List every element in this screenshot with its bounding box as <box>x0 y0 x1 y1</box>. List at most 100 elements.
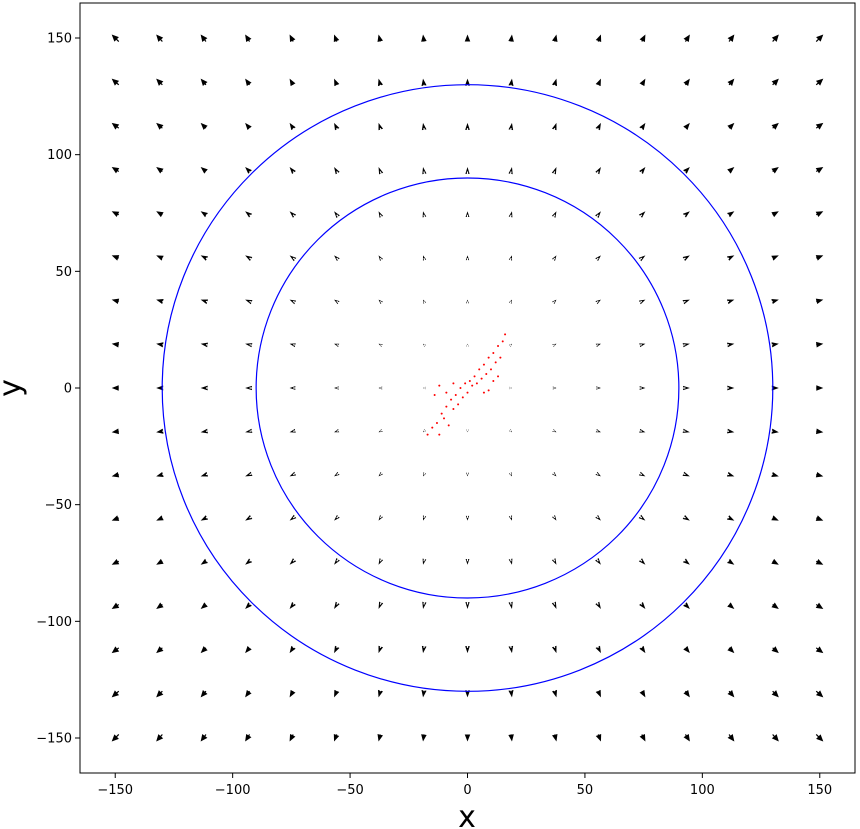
scatter-point <box>457 403 460 406</box>
quiver-arrow <box>156 602 164 609</box>
quiver-arrow <box>815 558 824 565</box>
quiver-arrow <box>334 386 339 390</box>
quiver-arrow <box>334 122 340 131</box>
quiver-arrow <box>727 342 735 348</box>
quiver-arrow <box>289 122 296 131</box>
quiver-arrow <box>815 690 824 698</box>
quiver-arrow <box>464 34 471 42</box>
quiver-arrow <box>726 471 735 477</box>
quiver-arrow <box>639 34 646 43</box>
quiver-arrow <box>595 343 601 347</box>
quiver-arrow <box>815 122 824 130</box>
quiver-arrow <box>245 122 252 130</box>
scatter-point <box>501 340 504 343</box>
boundary-circle <box>255 177 680 599</box>
quiver-arrow <box>156 78 164 86</box>
quiver-arrow <box>245 385 252 391</box>
quiver-arrow <box>638 558 646 565</box>
quiver-arrow <box>771 734 779 742</box>
quiver-arrow <box>423 429 427 433</box>
quiver-arrow <box>595 645 601 654</box>
quiver-arrow <box>200 602 208 609</box>
quiver-arrow <box>465 211 470 217</box>
quiver-arrow <box>289 471 297 477</box>
quiver-arrow <box>245 255 253 261</box>
quiver-arrow <box>552 515 557 521</box>
quiver-arrow <box>595 558 601 565</box>
scatter-point <box>450 398 453 401</box>
quiver-arrow <box>552 255 557 261</box>
quiver-arrow <box>771 299 779 305</box>
quiver-arrow <box>111 471 120 478</box>
quiver-arrow <box>423 299 427 304</box>
quiver-arrow <box>508 343 512 347</box>
quiver-arrow <box>815 167 824 174</box>
quiver-arrow <box>508 429 512 433</box>
quiver-arrow <box>683 385 690 391</box>
quiver-arrow <box>421 645 427 654</box>
quiver-arrow <box>683 167 690 174</box>
quiver-arrow <box>727 646 735 654</box>
quiver-arrow <box>465 255 470 261</box>
quiver-arrow <box>245 211 253 218</box>
quiver-arrow <box>378 558 384 565</box>
quiver-arrow <box>289 733 296 742</box>
quiver-arrow <box>421 734 427 742</box>
quiver-arrow <box>508 211 513 218</box>
quiver-arrow <box>378 167 384 175</box>
scatter-point <box>482 391 485 394</box>
quiver-arrow <box>245 34 252 43</box>
quiver-arrow <box>466 299 469 304</box>
quiver-arrow <box>595 429 601 433</box>
scatter-point <box>435 422 438 424</box>
quiver-arrow <box>595 211 601 218</box>
quiver-arrow <box>245 78 252 87</box>
quiver-arrow <box>816 341 824 348</box>
x-axis-ticks: −150 −100 −50 0 50 100 150 <box>97 773 832 798</box>
quiver-arrow <box>771 646 779 654</box>
quiver-arrow <box>639 689 646 698</box>
quiver-arrow <box>111 122 120 130</box>
quiver-arrow <box>815 646 824 654</box>
quiver-arrow <box>727 211 735 218</box>
quiver-arrow <box>682 471 690 477</box>
quiver-arrow <box>334 299 340 305</box>
quiver-arrow <box>815 602 824 609</box>
x-tick-label: 50 <box>577 783 594 798</box>
quiver-arrow <box>683 78 690 87</box>
scatter-point <box>497 345 500 347</box>
plot-background <box>80 3 855 773</box>
quiver-arrow <box>727 78 735 86</box>
quiver-arrow <box>464 78 471 86</box>
scatter-point <box>487 389 490 392</box>
quiver-arrow <box>551 601 557 609</box>
quiver-arrow <box>289 601 296 609</box>
boundary-circles <box>161 84 774 692</box>
scatter-point <box>440 412 443 415</box>
quiver-arrow <box>508 645 514 654</box>
quiver-arrow <box>639 386 646 390</box>
quiver-arrow <box>421 122 427 131</box>
scatter-point <box>478 368 481 371</box>
quiver-arrow <box>683 34 690 43</box>
y-tick-label: −50 <box>45 498 72 513</box>
quiver-arrow <box>682 343 690 348</box>
quiver-arrow <box>111 255 120 261</box>
quiver-arrow <box>771 385 779 391</box>
quiver-arrow <box>156 299 164 305</box>
quiver-arrow <box>334 167 340 175</box>
quiver-arrow <box>595 299 601 305</box>
quiver-arrow <box>334 343 340 347</box>
scatter-point <box>426 433 429 436</box>
scatter-point <box>504 333 507 336</box>
quiver-arrow <box>156 167 164 174</box>
quiver-arrow <box>638 471 646 477</box>
quiver-arrow <box>595 601 601 609</box>
quiver-arrow <box>289 343 296 348</box>
quiver-arrow <box>111 341 119 348</box>
quiver-arrow <box>245 733 252 742</box>
quiver-arrow <box>465 646 470 654</box>
quiver-arrow <box>771 78 779 86</box>
quiver-arrow <box>815 298 824 305</box>
